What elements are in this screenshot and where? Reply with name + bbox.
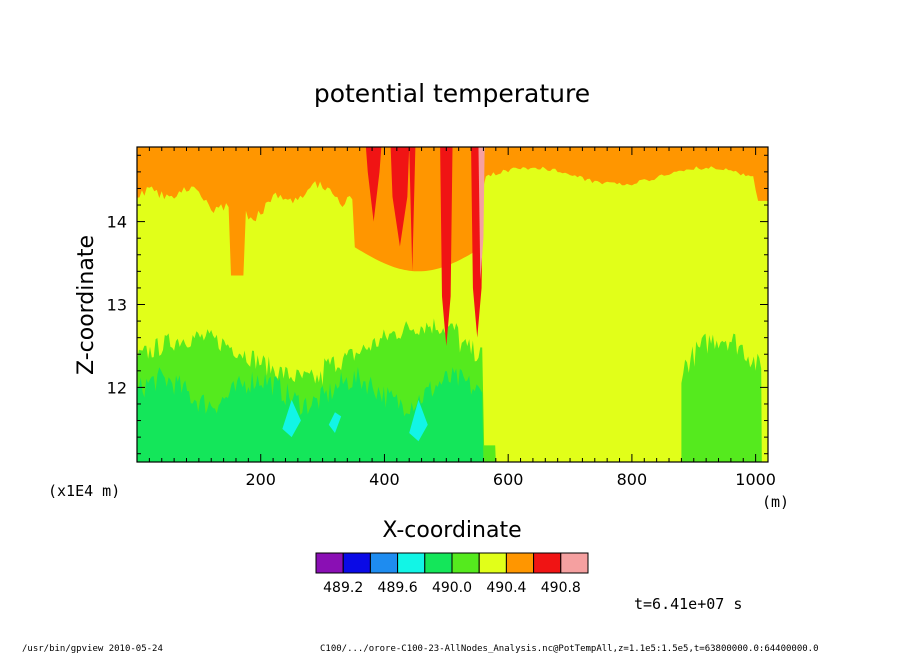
colorbar-label: 489.6 — [378, 580, 418, 596]
x-tick-label: 1000 — [735, 470, 776, 489]
heatmap-upper-band — [137, 147, 768, 276]
axis-ticks: 200 400 600 800 1000 12 13 14 — [107, 147, 776, 489]
y-scale-note: (x1E4 m) — [48, 482, 120, 500]
colorbar-label: 489.2 — [323, 580, 363, 596]
heatmap-lower-light-band — [137, 366, 484, 462]
chart-title: potential temperature — [314, 79, 590, 108]
y-tick-label: 12 — [107, 378, 127, 397]
colorbar-swatch — [533, 552, 562, 574]
x-tick-label: 200 — [245, 470, 276, 489]
x-axis-label: X-coordinate — [382, 518, 521, 543]
heatmap-red-plume — [365, 147, 484, 346]
colorbar-swatch — [478, 552, 507, 574]
x-unit: (m) — [762, 493, 789, 511]
colorbar-swatch — [369, 552, 399, 574]
colorbar-swatch — [315, 552, 344, 574]
heatmap-pink-plume — [478, 147, 485, 280]
footer-right: C100/.../orore-C100-23-AllNodes_Analysis… — [320, 644, 819, 654]
plot-area — [137, 147, 768, 462]
colorbar-swatch — [342, 552, 371, 574]
colorbar: 489.2 489.6 490.0 490.4 490.8 — [315, 552, 589, 596]
x-tick-label: 400 — [369, 470, 400, 489]
colorbar-swatch — [451, 552, 480, 574]
heatmap-right-green-patch — [681, 333, 762, 462]
colorbar-swatch — [560, 552, 589, 574]
colorbar-swatch — [424, 552, 453, 574]
y-axis-label: Z-coordinate — [74, 235, 99, 375]
colorbar-swatch — [505, 552, 535, 574]
colorbar-label: 490.0 — [432, 580, 472, 596]
footer-left: /usr/bin/gpview 2010-05-24 — [22, 644, 163, 654]
time-label: t=6.41e+07 s — [634, 595, 742, 613]
x-tick-label: 600 — [493, 470, 524, 489]
y-tick-label: 14 — [107, 213, 127, 232]
colorbar-swatch — [397, 552, 426, 574]
colorbar-label: 490.4 — [486, 580, 526, 596]
x-tick-label: 800 — [617, 470, 648, 489]
colorbar-label: 490.8 — [541, 580, 581, 596]
y-tick-label: 13 — [107, 296, 127, 315]
